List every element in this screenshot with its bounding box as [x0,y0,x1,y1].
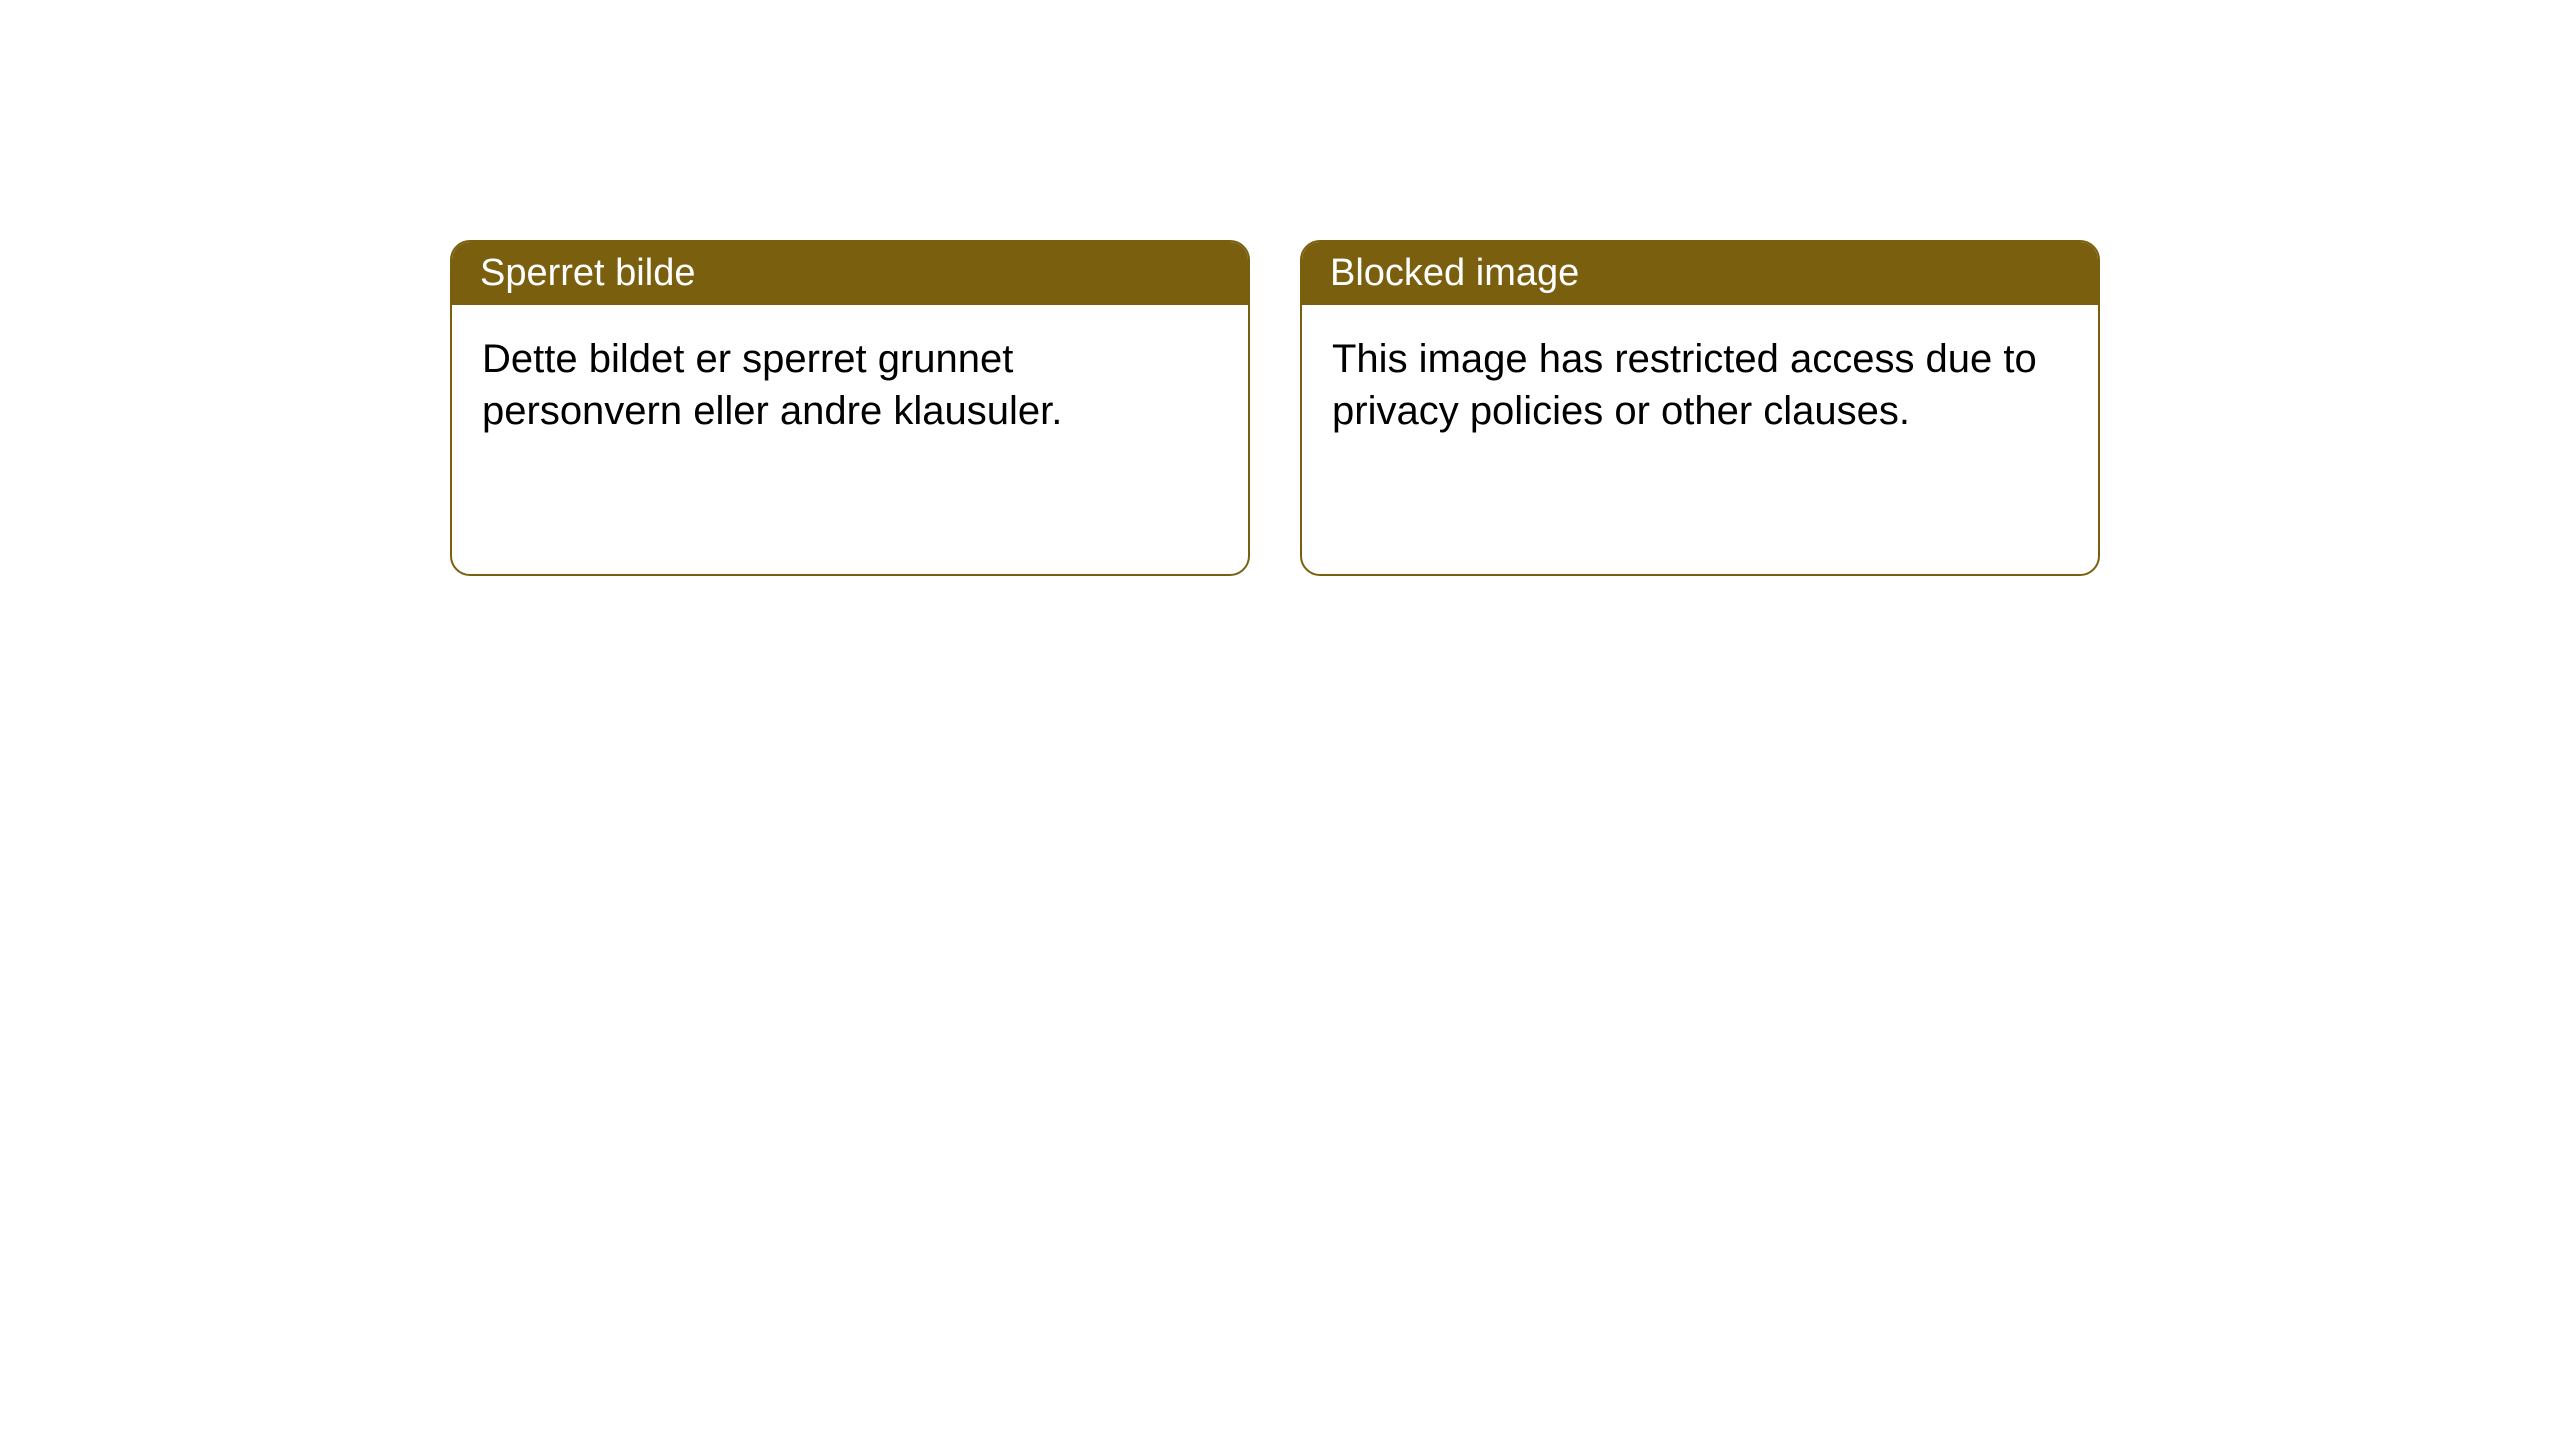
notice-body: Dette bildet er sperret grunnet personve… [452,305,1248,465]
notice-header: Blocked image [1302,242,2098,305]
notice-container: Sperret bilde Dette bildet er sperret gr… [0,0,2560,576]
notice-card-english: Blocked image This image has restricted … [1300,240,2100,576]
notice-card-norwegian: Sperret bilde Dette bildet er sperret gr… [450,240,1250,576]
notice-body: This image has restricted access due to … [1302,305,2098,465]
notice-header: Sperret bilde [452,242,1248,305]
